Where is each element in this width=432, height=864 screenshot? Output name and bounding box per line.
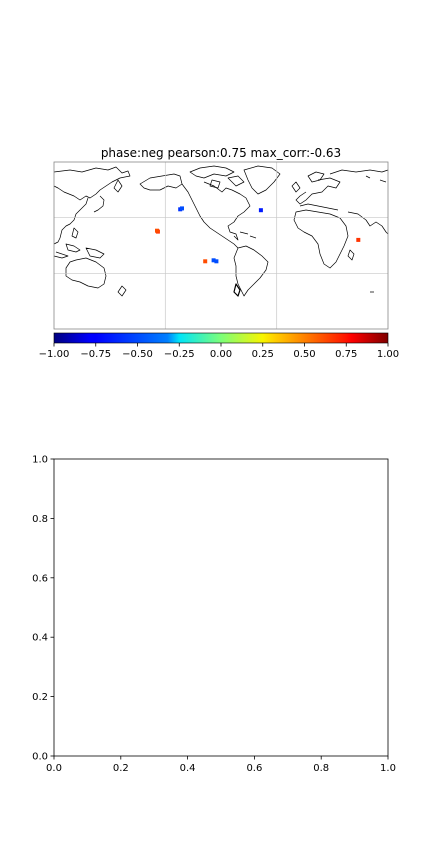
coastline-madagascar bbox=[347, 249, 355, 261]
colorbar-tick-label: 1.00 bbox=[377, 349, 399, 360]
empty-axes-frame bbox=[53, 458, 389, 757]
correlation-cell-8 bbox=[356, 237, 361, 242]
x-tick-label: 0.6 bbox=[246, 763, 262, 774]
correlation-cell-2 bbox=[203, 259, 208, 264]
colorbar-tick-label: −0.50 bbox=[122, 349, 153, 360]
coastline-canada-islands bbox=[189, 165, 245, 189]
x-axis-ticks: 0.0 0.2 0.4 0.6 0.8 1.0 bbox=[46, 756, 396, 774]
y-tick-label: 0.6 bbox=[32, 573, 48, 584]
y-tick-label: 0.4 bbox=[32, 633, 48, 644]
coastline-small-islands bbox=[365, 175, 387, 293]
x-tick-label: 0.8 bbox=[313, 763, 329, 774]
coastline-south-america bbox=[233, 245, 269, 297]
x-tick-label: 0.2 bbox=[113, 763, 129, 774]
map-background bbox=[54, 162, 388, 329]
y-tick-label: 1.0 bbox=[32, 455, 48, 466]
colorbar-tick-label: 0.50 bbox=[293, 349, 315, 360]
coastline-asia-east bbox=[53, 197, 89, 245]
coastline-philippines bbox=[53, 227, 81, 259]
correlation-cell-4 bbox=[180, 206, 184, 211]
colorbar-tick-label: −1.00 bbox=[39, 349, 70, 360]
correlation-cell-6 bbox=[214, 259, 219, 264]
coastline-na-west bbox=[181, 183, 223, 237]
coastline-africa bbox=[293, 209, 349, 269]
colorbar bbox=[53, 332, 389, 344]
correlation-cell-5 bbox=[211, 258, 216, 263]
coastline-japan bbox=[93, 195, 105, 213]
coastline-russia-north bbox=[329, 169, 389, 175]
coastline-arabia-india bbox=[347, 211, 389, 235]
coastlines bbox=[53, 165, 389, 297]
coastline-tierra-del-fuego bbox=[233, 283, 241, 297]
map-panel bbox=[53, 161, 389, 330]
map-title: phase:neg pearson:0.75 max_corr:-0.63 bbox=[101, 146, 341, 160]
coastline-europe bbox=[291, 171, 341, 205]
coastline-new-guinea bbox=[85, 247, 105, 259]
x-tick-label: 1.0 bbox=[380, 763, 396, 774]
x-tick-label: 0.0 bbox=[46, 763, 62, 774]
coastline-na-east bbox=[203, 181, 251, 241]
colorbar-tick-label: 0.00 bbox=[210, 349, 232, 360]
coastline-greenland bbox=[243, 165, 281, 195]
colorbar-tick-label: 0.25 bbox=[252, 349, 274, 360]
coastline-mediterranean bbox=[299, 203, 339, 211]
correlation-cell-7 bbox=[258, 208, 263, 213]
colorbar-tick-label: −0.25 bbox=[164, 349, 195, 360]
coastline-central-america bbox=[221, 231, 257, 249]
correlation-cell-1 bbox=[155, 228, 159, 233]
coastline-kamchatka bbox=[113, 179, 123, 193]
map-gridlines bbox=[54, 162, 388, 329]
y-axis-ticks: 0.0 0.2 0.4 0.6 0.8 1.0 bbox=[32, 455, 54, 763]
y-tick-label: 0.2 bbox=[32, 692, 48, 703]
y-tick-label: 0.0 bbox=[32, 752, 48, 763]
colorbar-tick-label: 0.75 bbox=[335, 349, 357, 360]
map-frame bbox=[53, 161, 389, 330]
colorbar-ticks: −1.00 −0.75 −0.50 −0.25 0.00 0.25 0.50 0.75 1.00 bbox=[39, 343, 399, 360]
coastline-australia bbox=[65, 257, 107, 289]
coastline-nz bbox=[117, 285, 127, 297]
coastline-alaska bbox=[139, 173, 183, 191]
correlation-cells bbox=[155, 206, 361, 264]
y-tick-label: 0.8 bbox=[32, 514, 48, 525]
coastline-asia-north bbox=[53, 166, 131, 201]
colorbar-tick-label: −0.75 bbox=[80, 349, 111, 360]
x-tick-label: 0.4 bbox=[180, 763, 196, 774]
